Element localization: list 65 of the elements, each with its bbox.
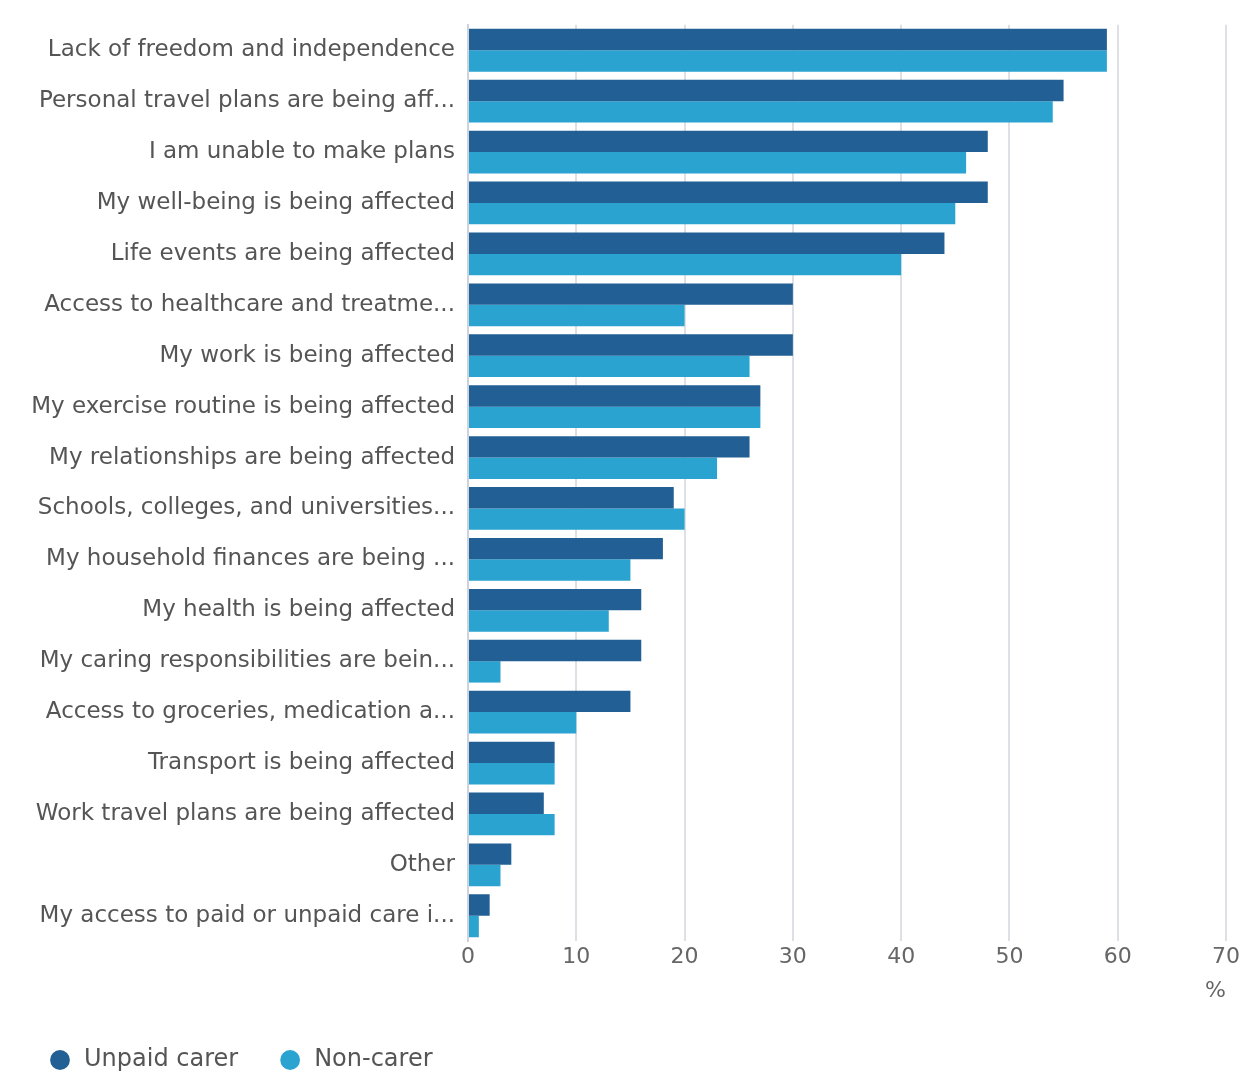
bar [469, 101, 1053, 123]
bar [469, 385, 761, 407]
bar [469, 457, 718, 479]
bar [469, 843, 512, 865]
bar [469, 152, 967, 174]
y-tick-label: Transport is being affected [146, 747, 455, 774]
bar [469, 508, 685, 530]
bar [469, 915, 479, 938]
bar [469, 253, 902, 276]
bar [469, 283, 793, 305]
x-tick-label: 70 [1212, 943, 1240, 969]
bar [469, 537, 663, 560]
bar [469, 232, 945, 254]
bar [469, 690, 631, 713]
y-tick-label: Personal travel plans are being aff... [38, 86, 455, 113]
bar [469, 436, 750, 458]
y-tick-label: I am unable to make plans [148, 137, 455, 164]
bar [469, 864, 501, 887]
x-tick-label: 10 [562, 943, 591, 969]
bar [469, 304, 685, 327]
y-tick-label: My health is being affected [142, 595, 455, 622]
bar [469, 559, 631, 581]
x-tick-label: 50 [995, 943, 1024, 969]
bar [469, 181, 988, 203]
bar [469, 639, 642, 662]
y-tick-label: My exercise routine is being affected [31, 391, 455, 418]
legend-label: Non-carer [314, 1044, 433, 1073]
y-tick-label: My access to paid or unpaid care i... [39, 900, 455, 927]
bar [469, 763, 555, 785]
bar [469, 28, 1107, 51]
y-tick-label: Schools, colleges, and universities... [37, 493, 455, 520]
x-axis-title: % [1205, 976, 1226, 1002]
y-tick-label: Other [389, 849, 456, 876]
bar [469, 79, 1064, 102]
x-tick-label: 20 [670, 943, 699, 969]
bar [469, 50, 1107, 72]
bar [469, 712, 577, 734]
y-tick-label: My household finances are being ... [46, 544, 455, 571]
bar [469, 487, 674, 509]
y-tick-label: Access to groceries, medication a... [45, 697, 455, 724]
y-tick-label: Access to healthcare and treatme... [44, 289, 455, 316]
bar [469, 334, 793, 356]
bar [469, 355, 750, 378]
bar [469, 406, 761, 429]
x-tick-label: 60 [1103, 943, 1132, 969]
y-tick-label: My well-being is being affected [96, 187, 455, 214]
bar [469, 741, 555, 764]
y-tick-label: My work is being affected [159, 340, 455, 367]
bar [469, 202, 956, 225]
legend-label: Unpaid carer [84, 1044, 239, 1073]
x-tick-label: 30 [778, 943, 807, 969]
bar [469, 792, 544, 814]
x-tick-label: 40 [887, 943, 916, 969]
bar [469, 813, 555, 836]
bar [469, 130, 988, 153]
bar [469, 661, 501, 683]
bar [469, 588, 642, 611]
y-tick-label: Work travel plans are being affected [35, 798, 455, 825]
y-tick-label: My caring responsibilities are bein... [39, 646, 455, 673]
x-tick-label: 0 [461, 943, 475, 969]
y-tick-label: Lack of freedom and independence [47, 35, 455, 62]
bar [469, 610, 609, 632]
y-tick-label: My relationships are being affected [49, 442, 455, 469]
y-tick-label: Life events are being affected [110, 238, 455, 265]
bar [469, 894, 490, 916]
